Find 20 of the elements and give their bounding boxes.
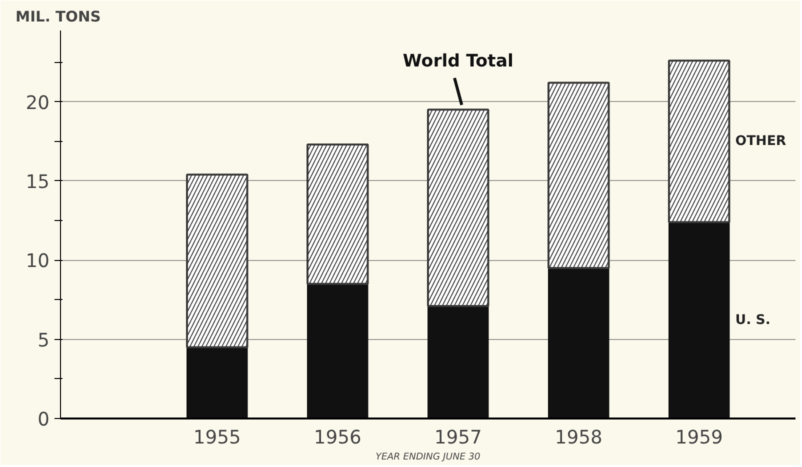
series-label: OTHER: [735, 134, 786, 149]
y-tick-label: 15: [26, 172, 50, 193]
x-tick-label: 1957: [434, 428, 482, 448]
y-tick-label: 0: [38, 410, 50, 430]
x-tick-label: 1956: [314, 428, 362, 448]
bar: [428, 306, 489, 418]
x-axis-title: YEAR ENDING JUNE 30: [376, 452, 480, 462]
x-tick-label: 1959: [675, 428, 723, 448]
annotation: World Total: [402, 52, 514, 72]
x-tick-label: 1955: [193, 428, 241, 448]
bar: [548, 268, 610, 418]
bar: [186, 346, 248, 418]
series-label: U. S.: [735, 312, 770, 328]
y-axis-title: MIL. TONS: [16, 8, 101, 26]
y-tick-label: 10: [26, 251, 50, 272]
y-tick-label: 20: [26, 92, 50, 114]
bar: [668, 222, 730, 418]
bar: [307, 283, 368, 418]
y-tick-label: 5: [38, 330, 50, 352]
x-tick-label: 1958: [554, 428, 602, 448]
